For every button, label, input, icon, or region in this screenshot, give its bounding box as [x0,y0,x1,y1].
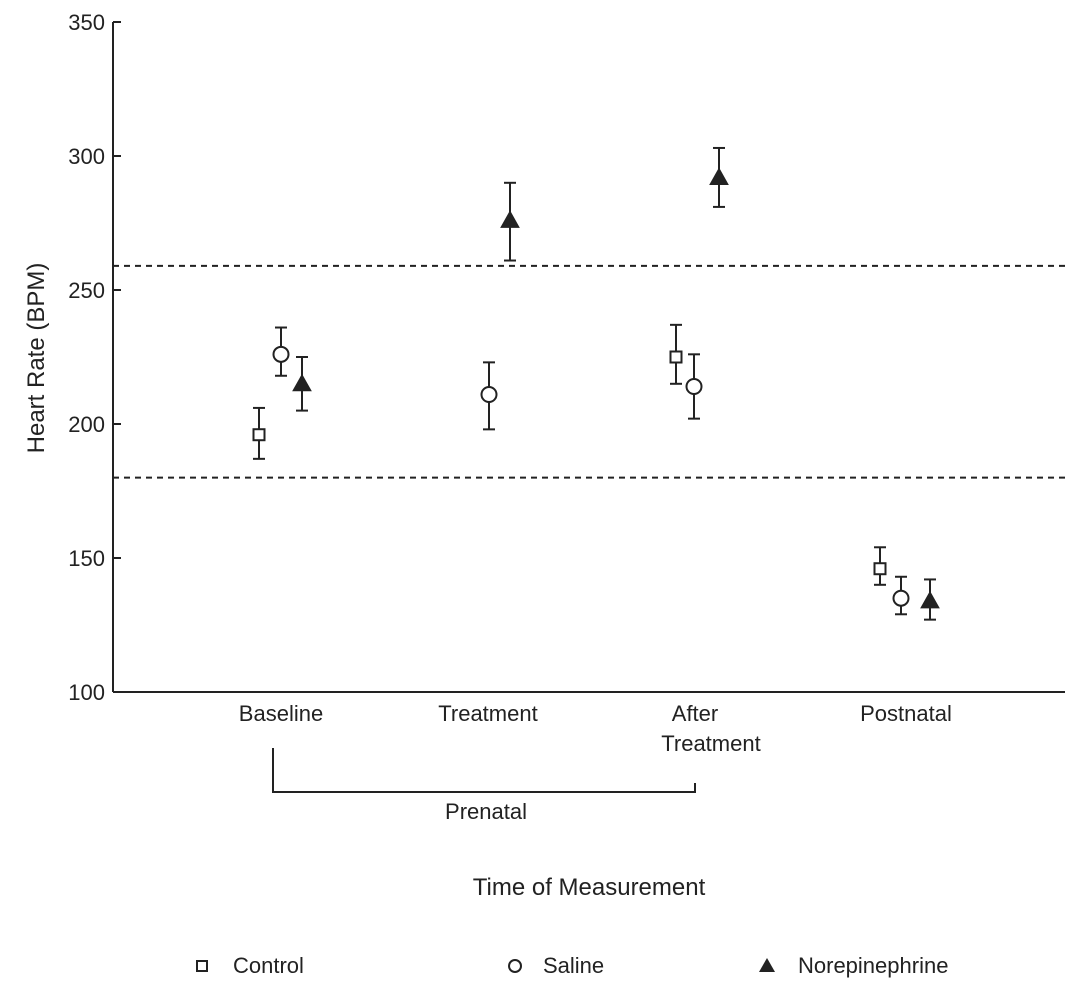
y-tick-label: 150 [68,546,105,571]
circle-marker [480,386,498,404]
y-axis-title: Heart Rate (BPM) [23,263,50,454]
x-category-label: Treatment [438,701,537,726]
data-point-saline [685,353,703,420]
data-point-norepinephrine [709,146,729,208]
y-tick-label: 350 [68,10,105,35]
triangle-marker [709,167,729,185]
data-point-saline [272,326,290,377]
square-marker [252,428,266,442]
legend-label: Norepinephrine [798,953,948,978]
y-tick-label: 200 [68,412,105,437]
legend-item-saline: Saline [508,953,604,978]
triangle-marker [500,210,520,228]
y-tick-label: 100 [68,680,105,705]
legend-label: Control [233,953,304,978]
x-category-label: After Treatment [661,701,760,756]
data-point-saline [480,361,498,431]
axis-labels: Baseline Treatment After Treatment Postnatal… [23,263,952,901]
legend-square-icon [196,960,208,972]
data-point-control [252,406,266,460]
circle-marker [685,377,703,395]
y-tick-label: 250 [68,278,105,303]
triangle-marker [920,590,940,609]
triangle-marker [292,373,312,392]
prenatal-bracket [272,748,696,793]
group-label: Prenatal [445,799,527,824]
circle-marker [272,345,290,363]
reference-lines [113,264,1065,479]
legend-circle-icon [508,959,522,973]
legend-triangle-icon [759,958,775,972]
circle-marker [892,589,910,607]
x-category-label: Baseline [239,701,323,726]
data-point-control [669,323,683,385]
x-category-label: Postnatal [860,701,952,726]
data-marks [252,146,940,621]
square-marker [669,350,683,364]
data-point-control [873,546,887,586]
data-point-norepinephrine [292,356,312,412]
data-point-norepinephrine [920,578,940,621]
legend-item-norepinephrine: Norepinephrine [759,953,948,978]
legend-item-control: Control [196,953,304,978]
axes: 100 150 200 250 300 350 [68,10,1065,705]
x-axis-title: Time of Measurement [473,874,706,901]
data-point-norepinephrine [500,181,520,262]
legend-label: Saline [543,953,604,978]
square-marker [873,562,887,576]
y-tick-label: 300 [68,144,105,169]
legend: Control Saline Norepinephrine [196,953,948,978]
data-point-saline [892,575,910,616]
